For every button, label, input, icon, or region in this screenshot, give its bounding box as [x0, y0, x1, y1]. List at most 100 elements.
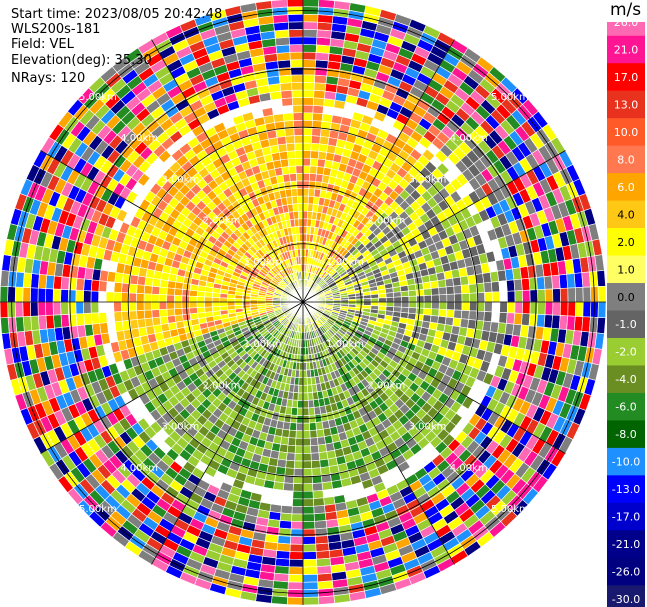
velocity-gate: [0, 317, 10, 335]
velocity-gate: [288, 165, 297, 175]
velocity-gate: [292, 104, 304, 114]
velocity-gate: [319, 135, 330, 146]
velocity-gate: [302, 445, 312, 454]
velocity-gate: [307, 392, 314, 401]
colorbar-swatch: [607, 365, 645, 394]
velocity-gate: [272, 580, 289, 590]
velocity-gate: [296, 188, 304, 197]
velocity-gate: [277, 535, 292, 545]
velocity-gate: [29, 287, 39, 303]
velocity-gate: [151, 277, 162, 288]
velocity-gate: [275, 466, 286, 476]
velocity-gate: [281, 97, 294, 107]
velocity-gate: [173, 294, 183, 303]
velocity-gate: [453, 285, 463, 295]
velocity-gate: [278, 443, 289, 454]
velocity-gate: [302, 498, 315, 507]
colorbar-swatch: [607, 447, 645, 477]
velocity-gate: [281, 497, 294, 507]
velocity-gate: [461, 292, 470, 303]
velocity-gate: [314, 520, 328, 530]
velocity-gate: [90, 290, 100, 303]
range-label: 1.00km: [244, 339, 282, 350]
velocity-gate: [294, 142, 304, 152]
velocity-gate: [293, 127, 304, 136]
colorbar-swatch: [607, 173, 645, 202]
range-label: 5.00km: [491, 92, 529, 103]
velocity-gate: [291, 505, 304, 515]
velocity-gate: [311, 135, 321, 145]
velocity-gate: [491, 281, 501, 293]
velocity-gate: [446, 301, 455, 311]
velocity-gate: [306, 377, 313, 386]
colorbar-swatch: [607, 530, 645, 559]
velocity-gate: [75, 289, 84, 303]
velocity-gate: [445, 309, 455, 319]
colorbar-tick: 21.0: [614, 43, 639, 56]
velocity-gate: [1, 254, 12, 272]
velocity-gate: [529, 289, 539, 303]
velocity-gate: [128, 310, 138, 321]
velocity-gate: [506, 312, 516, 325]
velocity-gate: [30, 273, 40, 289]
velocity-gate: [289, 543, 304, 553]
velocity-gate: [275, 128, 286, 138]
velocity-gate: [302, 195, 309, 204]
velocity-gate: [136, 310, 146, 320]
velocity-gate: [143, 285, 153, 295]
velocity-gate: [312, 97, 325, 107]
velocity-gate: [105, 301, 115, 313]
velocity-gate: [311, 467, 322, 477]
velocity-gate: [302, 566, 318, 576]
velocity-gate: [498, 311, 508, 324]
velocity-gate: [491, 311, 501, 323]
velocity-gate: [438, 294, 448, 303]
velocity-gate: [302, 203, 309, 212]
velocity-gate: [189, 307, 198, 315]
velocity-gate: [280, 505, 293, 515]
velocity-gate: [60, 276, 70, 291]
velocity-gate: [286, 0, 304, 8]
velocity-gate: [302, 150, 312, 159]
velocity-gate: [37, 301, 47, 317]
colorbar-tick: -21.0: [612, 538, 640, 551]
velocity-gate: [314, 59, 329, 69]
velocity-gate: [295, 172, 304, 182]
velocity-gate: [317, 150, 328, 161]
velocity-gate: [90, 312, 100, 325]
velocity-gate: [159, 315, 169, 325]
velocity-gate: [234, 301, 243, 306]
velocity-gate: [22, 287, 31, 303]
velocity-gate: [278, 527, 292, 537]
velocity-gate: [211, 306, 221, 312]
velocity-gate: [280, 89, 293, 99]
azimuth-spoke: [151, 301, 304, 565]
velocity-gate: [309, 422, 317, 431]
azimuth-spoke: [302, 39, 455, 303]
velocity-gate: [143, 309, 153, 319]
velocity-gate: [136, 275, 147, 286]
velocity-gate: [551, 314, 561, 330]
velocity-gate: [581, 271, 591, 288]
velocity-gate: [298, 225, 304, 235]
velocity-gate: [313, 89, 326, 99]
velocity-gate: [302, 384, 309, 394]
velocity-gate: [316, 21, 333, 32]
velocity-gate: [314, 74, 328, 84]
velocity-gate: [68, 277, 78, 291]
colorbar-swatch: [607, 420, 645, 449]
velocity-gate: [282, 173, 291, 183]
velocity-gate: [514, 290, 523, 303]
range-label: 2.00km: [203, 216, 241, 227]
velocity-gate: [291, 89, 304, 99]
velocity-gate: [302, 36, 318, 46]
colorbar-swatch: [607, 392, 645, 422]
velocity-gate: [280, 158, 290, 168]
elevation-label: Elevation(deg): 35.30: [11, 53, 152, 68]
velocity-gate: [297, 384, 304, 394]
velocity-gate: [299, 233, 304, 242]
velocity-gate: [98, 290, 107, 303]
velocity-gate: [316, 557, 332, 568]
velocity-gate: [144, 276, 154, 287]
velocity-gate: [60, 301, 69, 316]
